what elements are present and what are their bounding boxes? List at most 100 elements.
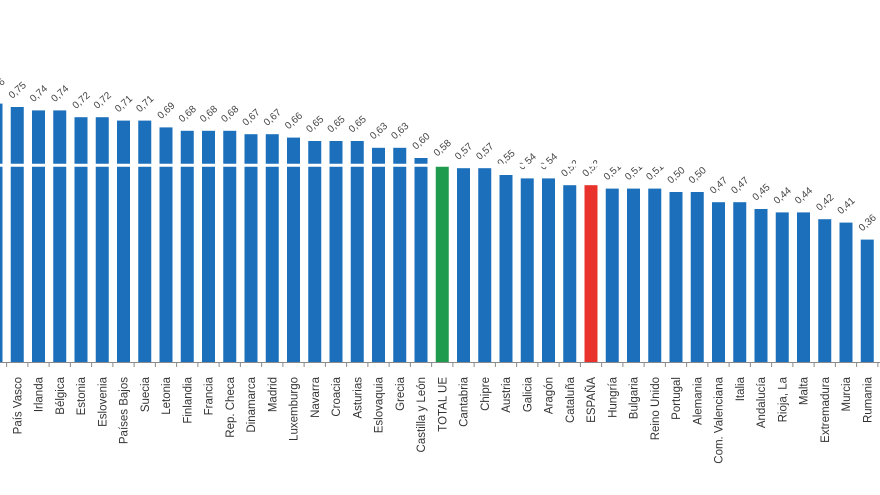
value-label: 0,68 (198, 104, 220, 125)
bar-croacia (329, 141, 343, 362)
value-label: 0,67 (241, 107, 263, 128)
bar-reino-unido (648, 188, 662, 362)
bar-com-valenciana (712, 202, 725, 362)
value-label: 0,47 (729, 175, 751, 196)
category-label: País Vasco (12, 377, 24, 434)
category-label: Eslovaquia (374, 376, 386, 433)
bar-extremadura (818, 219, 832, 362)
bar-murcia (839, 222, 853, 362)
category-label: Aragón (544, 377, 556, 414)
category-label: Luxemburgo (289, 377, 301, 441)
bar-castilla-y-le-n (414, 158, 428, 362)
value-label: 0,44 (772, 185, 794, 206)
value-label: 0,71 (113, 93, 135, 114)
category-label: Croacia (331, 376, 343, 416)
category-label: Rumania (862, 376, 874, 423)
value-label: 0,36 (857, 212, 879, 233)
bar-pa-s-vasco (10, 107, 24, 362)
category-label: Malta (799, 376, 811, 405)
value-label: 0,65 (326, 114, 348, 135)
bar-suecia (138, 120, 152, 362)
bar-portugal (669, 192, 683, 362)
category-label: Madrid (267, 377, 279, 412)
bar-madrid (265, 134, 279, 362)
bar-total-ue (435, 164, 449, 362)
category-label: Portugal (671, 377, 683, 420)
value-label: 0,52 (559, 158, 581, 179)
bar-eslovaquia (372, 147, 385, 362)
bar-finlandia (180, 130, 194, 362)
value-label: 0,44 (793, 185, 815, 206)
bar-chipre (478, 168, 492, 362)
bar-asturias (350, 141, 364, 362)
value-label: 0,65 (347, 114, 369, 135)
category-label: Hungría (607, 376, 619, 418)
value-label: 0,54 (517, 151, 539, 172)
category-label: Alemania (692, 376, 704, 425)
value-label: 0,65 (304, 114, 326, 135)
category-label: Finlandia (182, 376, 194, 423)
value-label: 0,45 (751, 182, 773, 203)
bar-italia (733, 202, 747, 362)
value-label: 0,47 (708, 175, 730, 196)
value-label: 0,74 (49, 83, 71, 104)
category-label: Eslovenia (97, 376, 109, 426)
category-label: Galicia (522, 376, 534, 412)
bar-alemania (690, 192, 704, 362)
value-label: 0,67 (262, 107, 284, 128)
category-label: Reino Unido (650, 377, 662, 440)
value-label: 0,68 (177, 104, 199, 125)
bar-andaluc-a (754, 209, 768, 362)
bar-galicia (520, 178, 534, 362)
category-label: Rep. Checa (225, 376, 237, 437)
category-label: Com. Valenciana (714, 376, 726, 463)
bar-rep-checa (223, 130, 237, 362)
bar-partial (0, 103, 3, 362)
category-label: Cantabria (459, 376, 471, 426)
category-label: Navarra (310, 376, 322, 418)
bar-francia (202, 130, 215, 362)
category-label: Castilla y León (416, 377, 428, 452)
bar-luxemburgo (287, 137, 300, 362)
value-label: 0,72 (71, 90, 93, 111)
value-label: 0,69 (156, 100, 178, 121)
category-label: Andalucía (756, 376, 768, 428)
category-label: Dinamarca (246, 376, 258, 432)
bar-catalu-a (563, 185, 577, 362)
category-label: Asturias (352, 377, 364, 419)
category-label: Letonia (161, 376, 173, 414)
category-label: Italia (735, 376, 747, 401)
category-label: Países Bajos (119, 377, 131, 444)
value-label: 0,41 (836, 195, 858, 216)
bar-rioja-la (775, 212, 789, 362)
bar-letonia (159, 127, 173, 363)
category-label: Estonia (76, 376, 88, 415)
bar-dinamarca (244, 134, 258, 362)
bar-espa-a (584, 185, 598, 362)
category-label: Suecia (140, 376, 152, 412)
bar-irlanda (32, 110, 45, 363)
bar-grecia (393, 147, 407, 362)
bar-navarra (308, 141, 322, 362)
category-label: Extremadura (820, 376, 832, 442)
category-label: ESPAÑA (585, 377, 598, 423)
bar-estonia (74, 117, 88, 362)
value-label: 0,71 (134, 93, 156, 114)
value-label: 0,63 (368, 121, 390, 142)
bar-arag-n (542, 178, 555, 362)
value-label: 0,63 (389, 121, 411, 142)
bar-bulgaria (627, 188, 640, 362)
value-label: 0,75 (7, 80, 29, 101)
value-label: 0,54 (538, 151, 560, 172)
value-label: 0,68 (219, 104, 241, 125)
bar-rumania (860, 239, 874, 362)
category-label: Irlanda (34, 376, 46, 412)
bar-austria (499, 175, 513, 362)
category-label: Chipre (480, 377, 492, 411)
category-label: Rioja, La (777, 376, 789, 422)
value-label: 0,76 (0, 76, 8, 97)
category-label: Cataluña (565, 376, 577, 423)
value-label: 0,72 (92, 90, 114, 111)
value-label: 0,42 (814, 192, 836, 213)
value-label: 0,52 (581, 158, 603, 179)
